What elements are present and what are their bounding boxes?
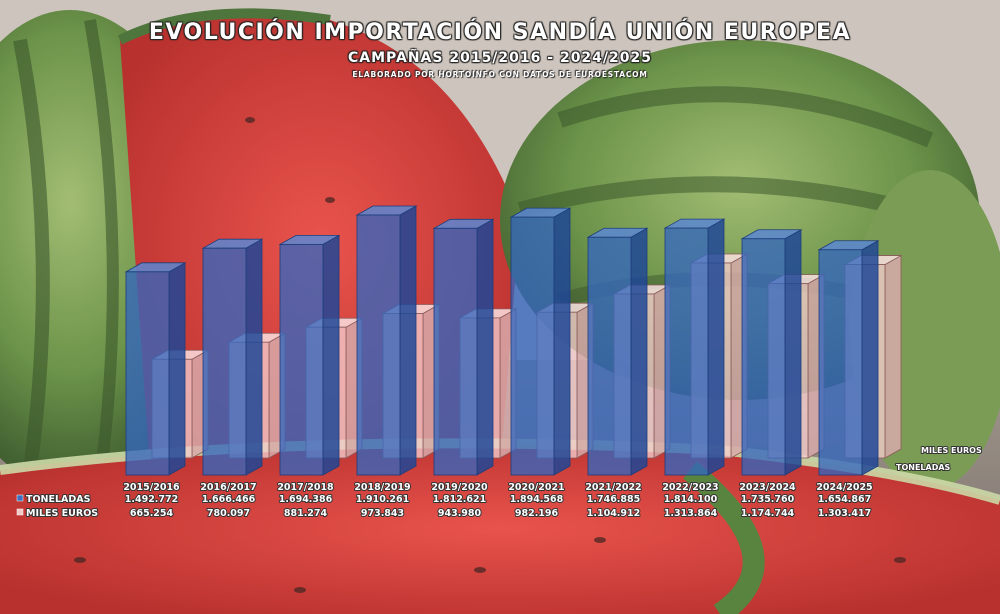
legend-swatch-miles-euros bbox=[16, 508, 24, 516]
bar-toneladas-4-side bbox=[476, 218, 494, 476]
axis-label-back-row: MILES EUROS bbox=[921, 446, 982, 455]
toneladas-value-3: 1.910.261 bbox=[356, 494, 410, 505]
bar-toneladas-0-face bbox=[125, 271, 170, 476]
category-label-5: 2020/2021 bbox=[508, 482, 564, 493]
miles-euros-value-3: 973.843 bbox=[361, 508, 404, 519]
bar-toneladas-3-face bbox=[356, 214, 401, 476]
bar-toneladas-9 bbox=[817, 240, 880, 476]
bar-toneladas-7 bbox=[663, 218, 726, 476]
bar-toneladas-1-face bbox=[202, 247, 247, 476]
toneladas-value-2: 1.694.386 bbox=[279, 494, 333, 505]
bar-toneladas-4-face bbox=[433, 227, 478, 476]
toneladas-value-4: 1.812.621 bbox=[433, 494, 487, 505]
bar-toneladas-8-face bbox=[741, 238, 786, 476]
category-label-6: 2021/2022 bbox=[585, 482, 641, 493]
bar-toneladas-6-side bbox=[630, 227, 648, 476]
toneladas-value-0: 1.492.772 bbox=[125, 494, 179, 505]
bar-toneladas-6-face bbox=[587, 236, 632, 476]
miles-euros-value-9: 1.303.417 bbox=[818, 508, 872, 519]
bar-miles-euros-9-side bbox=[884, 254, 902, 459]
category-label-0: 2015/2016 bbox=[123, 482, 180, 493]
bar-toneladas-4 bbox=[432, 218, 495, 476]
category-label-2: 2017/2018 bbox=[277, 482, 334, 493]
bar-toneladas-6 bbox=[586, 227, 649, 476]
miles-euros-value-1: 780.097 bbox=[207, 508, 250, 519]
chart-subtitle: CAMPAÑAS 2015/2016 - 2024/2025 bbox=[347, 50, 652, 66]
legend-label-miles-euros: MILES EUROS bbox=[26, 508, 98, 519]
bar-toneladas-3 bbox=[355, 205, 418, 476]
bar-toneladas-7-side bbox=[707, 218, 725, 476]
bar-toneladas-9-side bbox=[861, 240, 879, 476]
miles-euros-value-6: 1.104.912 bbox=[587, 508, 641, 519]
bar-toneladas-9-face bbox=[818, 249, 863, 476]
bar-toneladas-8-side bbox=[784, 229, 802, 476]
toneladas-value-5: 1.894.568 bbox=[510, 494, 564, 505]
miles-euros-value-8: 1.174.744 bbox=[741, 508, 795, 519]
bars-layer bbox=[124, 205, 903, 476]
bar-toneladas-7-face bbox=[664, 227, 709, 476]
bar-toneladas-5-face bbox=[510, 216, 555, 476]
bar-toneladas-2 bbox=[278, 234, 341, 476]
source-note: ELABORADO POR HORTOINFO CON DATOS DE EUR… bbox=[352, 70, 648, 79]
category-label-7: 2022/2023 bbox=[662, 482, 718, 493]
toneladas-value-8: 1.735.760 bbox=[741, 494, 795, 505]
legend-swatch-toneladas bbox=[16, 494, 24, 502]
category-label-4: 2019/2020 bbox=[431, 482, 488, 493]
miles-euros-value-4: 943.980 bbox=[438, 508, 482, 519]
category-label-1: 2016/2017 bbox=[200, 482, 256, 493]
bar-toneladas-0 bbox=[124, 262, 187, 476]
bar-toneladas-8 bbox=[740, 229, 803, 476]
category-label-9: 2024/2025 bbox=[816, 482, 872, 493]
miles-euros-value-2: 881.274 bbox=[284, 508, 328, 519]
miles-euros-value-5: 982.196 bbox=[515, 508, 559, 519]
bar-toneladas-5 bbox=[509, 207, 572, 476]
toneladas-value-9: 1.654.867 bbox=[818, 494, 872, 505]
bar-toneladas-0-side bbox=[168, 262, 186, 476]
bar-toneladas-2-side bbox=[322, 234, 340, 476]
bar-toneladas-2-face bbox=[279, 243, 324, 476]
toneladas-value-7: 1.814.100 bbox=[664, 494, 718, 505]
category-label-8: 2023/2024 bbox=[739, 482, 796, 493]
category-label-3: 2018/2019 bbox=[354, 482, 410, 493]
chart-title: EVOLUCIÓN IMPORTACIÓN SANDÍA UNIÓN EUROP… bbox=[148, 20, 852, 45]
legend-label-toneladas: TONELADAS bbox=[26, 494, 91, 505]
toneladas-value-1: 1.666.466 bbox=[202, 494, 256, 505]
bar-toneladas-1-side bbox=[245, 238, 263, 476]
miles-euros-value-7: 1.313.864 bbox=[664, 508, 718, 519]
bar-toneladas-3-side bbox=[399, 205, 417, 476]
bar-toneladas-5-side bbox=[553, 207, 571, 476]
bar-toneladas-1 bbox=[201, 238, 264, 476]
miles-euros-value-0: 665.254 bbox=[130, 508, 174, 519]
toneladas-value-6: 1.746.885 bbox=[587, 494, 641, 505]
axis-label-front-row: TONELADAS bbox=[896, 463, 951, 472]
